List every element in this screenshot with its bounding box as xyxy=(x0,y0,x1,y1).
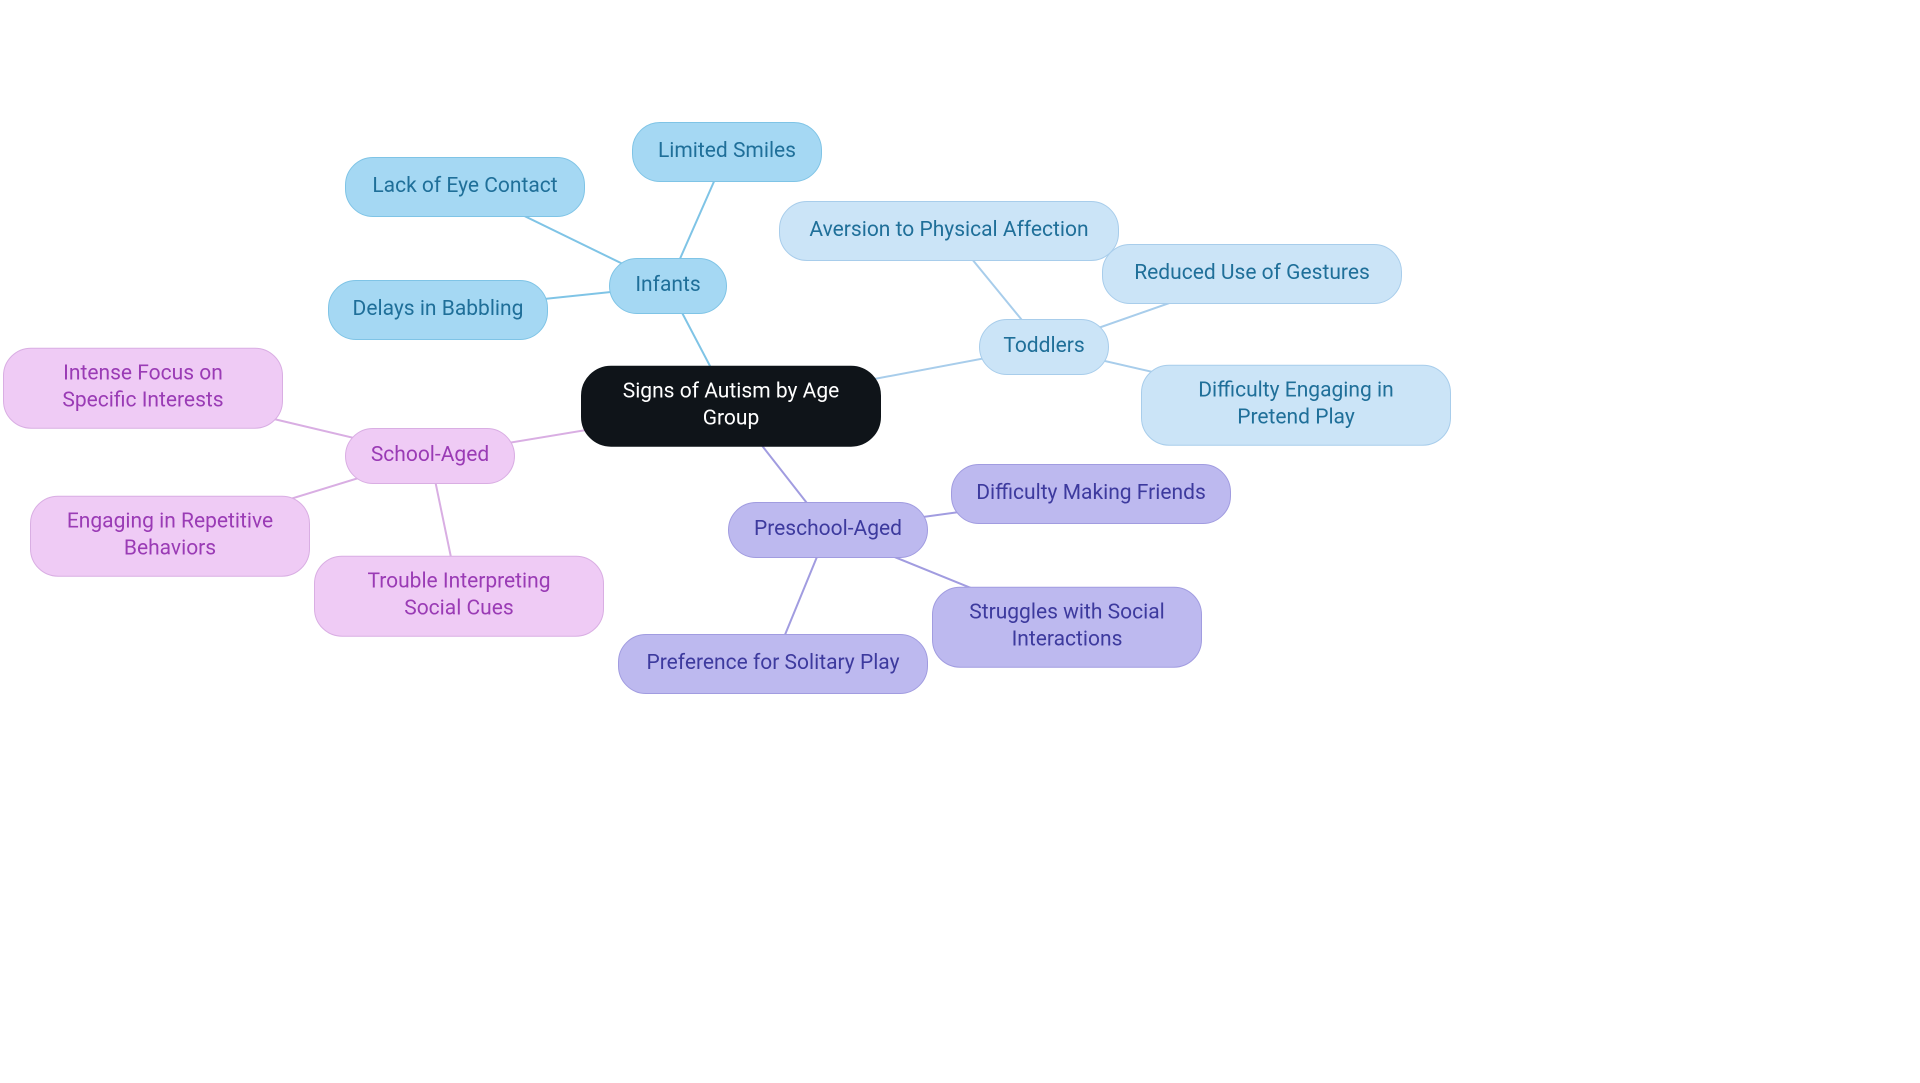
leaf-inf-smiles: Limited Smiles xyxy=(632,122,822,182)
branch-schoolaged-label: School-Aged xyxy=(371,442,489,469)
branch-toddlers-label: Toddlers xyxy=(1003,333,1084,360)
leaf-sch-focus: Intense Focus on Specific Interests xyxy=(3,348,283,429)
leaf-inf-eye-label: Lack of Eye Contact xyxy=(372,173,557,200)
leaf-tod-pretend-label: Difficulty Engaging in Pretend Play xyxy=(1164,378,1428,433)
leaf-inf-babbling-label: Delays in Babbling xyxy=(353,296,524,323)
leaf-inf-eye: Lack of Eye Contact xyxy=(345,157,585,217)
branch-preschool: Preschool-Aged xyxy=(728,502,928,558)
leaf-sch-cues-label: Trouble Interpreting Social Cues xyxy=(337,569,581,624)
leaf-sch-repeat-label: Engaging in Repetitive Behaviors xyxy=(53,509,287,564)
leaf-inf-babbling: Delays in Babbling xyxy=(328,280,548,340)
leaf-pre-solitary-label: Preference for Solitary Play xyxy=(646,650,899,677)
branch-preschool-label: Preschool-Aged xyxy=(754,516,902,543)
leaf-inf-smiles-label: Limited Smiles xyxy=(658,138,796,165)
leaf-pre-social-label: Struggles with Social Interactions xyxy=(955,600,1179,655)
leaf-tod-affection: Aversion to Physical Affection xyxy=(779,201,1119,261)
leaf-tod-affection-label: Aversion to Physical Affection xyxy=(809,217,1088,244)
mindmap-canvas: Signs of Autism by Age Group Infants Limit… xyxy=(0,0,1920,1083)
root-node-label: Signs of Autism by Age Group xyxy=(604,379,858,434)
leaf-pre-solitary: Preference for Solitary Play xyxy=(618,634,928,694)
leaf-tod-gestures-label: Reduced Use of Gestures xyxy=(1134,260,1370,287)
leaf-pre-friends: Difficulty Making Friends xyxy=(951,464,1231,524)
branch-infants: Infants xyxy=(609,258,727,314)
leaf-tod-gestures: Reduced Use of Gestures xyxy=(1102,244,1402,304)
leaf-pre-friends-label: Difficulty Making Friends xyxy=(976,480,1206,507)
leaf-sch-repeat: Engaging in Repetitive Behaviors xyxy=(30,496,310,577)
leaf-sch-cues: Trouble Interpreting Social Cues xyxy=(314,556,604,637)
branch-infants-label: Infants xyxy=(635,272,700,299)
leaf-pre-social: Struggles with Social Interactions xyxy=(932,587,1202,668)
branch-schoolaged: School-Aged xyxy=(345,428,515,484)
leaf-sch-focus-label: Intense Focus on Specific Interests xyxy=(26,361,260,416)
branch-toddlers: Toddlers xyxy=(979,319,1109,375)
root-node: Signs of Autism by Age Group xyxy=(581,366,881,447)
leaf-tod-pretend: Difficulty Engaging in Pretend Play xyxy=(1141,365,1451,446)
